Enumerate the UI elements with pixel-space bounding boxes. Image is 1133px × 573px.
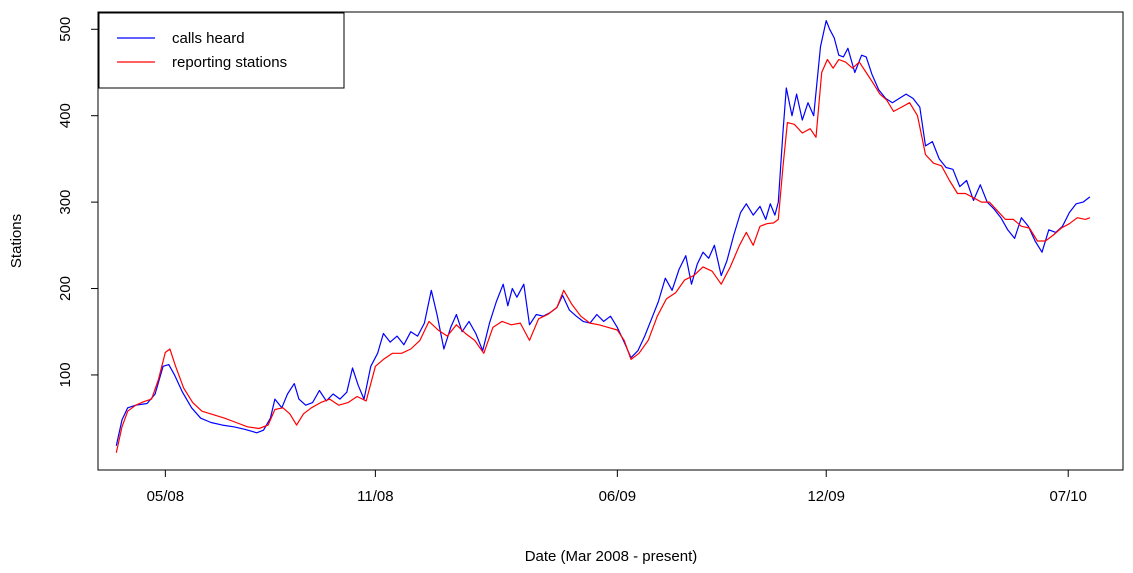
- y-tick-label: 400: [57, 103, 74, 128]
- legend-label-calls-heard: calls heard: [172, 30, 245, 47]
- y-tick-label: 300: [57, 190, 74, 215]
- x-axis: 05/08 11/08 06/09 12/09 07/10: [147, 470, 1087, 505]
- x-tick-label: 12/09: [807, 488, 845, 505]
- y-tick-label: 200: [57, 276, 74, 301]
- x-tick-label: 11/08: [357, 488, 393, 505]
- x-tick-label: 06/09: [599, 488, 637, 505]
- legend-box: [98, 12, 345, 89]
- y-axis: 100 200 300 400 500: [57, 17, 98, 387]
- y-tick-label: 100: [57, 362, 74, 387]
- legend: calls heard reporting stations: [98, 12, 345, 89]
- y-axis-title: Stations: [8, 214, 25, 268]
- series-layer: [115, 20, 1091, 453]
- x-tick-label: 07/10: [1049, 488, 1087, 505]
- x-axis-title: Date (Mar 2008 - present): [525, 548, 698, 565]
- legend-label-reporting-stations: reporting stations: [172, 54, 287, 71]
- y-tick-label: 500: [57, 17, 74, 42]
- series-line-reporting-stations: [115, 58, 1091, 453]
- x-tick-label: 05/08: [147, 488, 185, 505]
- plot-frame: [97, 11, 1124, 471]
